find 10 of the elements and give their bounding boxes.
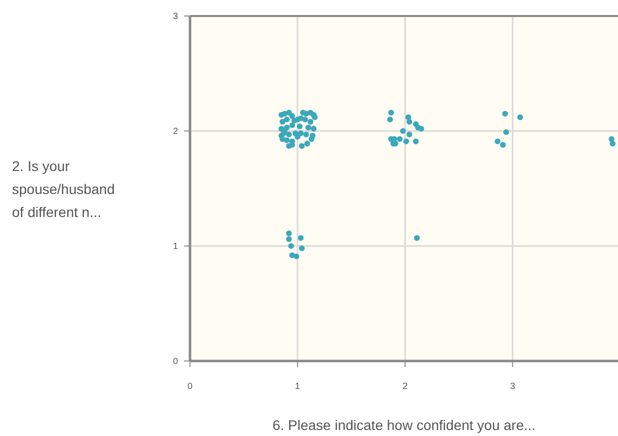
- y-tick-label: 2: [172, 126, 178, 136]
- x-tick-label: 1: [295, 381, 300, 391]
- x-tick-label: 0: [187, 381, 193, 391]
- x-tick-label: 2: [402, 381, 408, 391]
- y-tick-label: 1: [172, 241, 178, 252]
- x-tick-label: 3: [510, 381, 516, 391]
- y-tick-label: 0: [172, 356, 178, 366]
- y-tick-label: 3: [172, 11, 178, 22]
- x-axis-title: 6. Please indicate how confident you are...: [272, 417, 536, 433]
- y-axis-title: 2. Is your spouse/husband of different n...: [12, 158, 115, 220]
